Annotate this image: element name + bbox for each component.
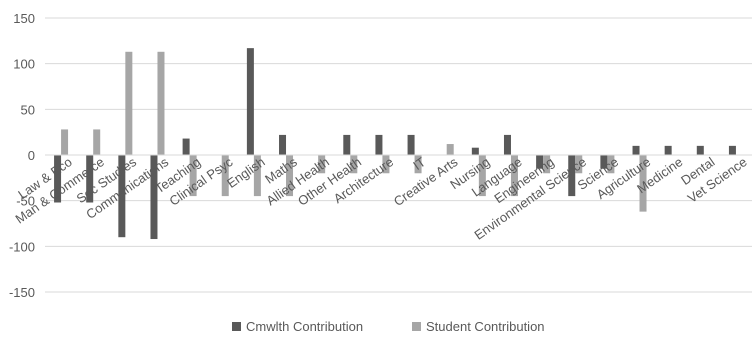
bar-cmwlth-contribution — [375, 134, 383, 155]
y-axis-tick-labels: -150 -100 -50 0 50 100 150 — [9, 11, 35, 300]
bar-cmwlth-contribution — [407, 134, 415, 155]
bar-student-contribution — [575, 155, 583, 174]
bar-student-contribution — [639, 155, 647, 212]
bar-student-contribution — [189, 155, 197, 197]
bar-cmwlth-contribution — [503, 134, 511, 155]
bar-student-contribution — [125, 51, 133, 155]
bar-student-contribution — [382, 155, 390, 174]
bar-cmwlth-contribution — [696, 145, 704, 155]
y-tick-label: 50 — [21, 102, 35, 117]
legend: Cmwlth Contribution Student Contribution — [232, 319, 545, 334]
bar-cmwlth-contribution — [600, 155, 608, 169]
bar-cmwlth-contribution — [279, 134, 287, 155]
bar-cmwlth-contribution — [471, 147, 479, 155]
y-tick-label: -50 — [16, 194, 35, 209]
bar-student-contribution — [543, 155, 551, 174]
bar-student-contribution — [510, 155, 518, 197]
bar-student-contribution — [221, 155, 229, 197]
bar-cmwlth-contribution — [150, 155, 158, 240]
legend-swatch — [232, 322, 241, 331]
bar-cmwlth-contribution — [568, 155, 576, 197]
bar-cmwlth-contribution — [632, 145, 640, 155]
bar-cmwlth-contribution — [118, 155, 126, 238]
bar-student-contribution — [414, 155, 422, 174]
bar-student-contribution — [253, 155, 261, 197]
bar-student-contribution — [286, 155, 294, 197]
y-tick-label: 0 — [28, 148, 35, 163]
bar-cmwlth-contribution — [182, 138, 190, 155]
bar-student-contribution — [607, 155, 615, 174]
y-tick-label: 100 — [13, 57, 35, 72]
bar-cmwlth-contribution — [536, 155, 544, 169]
bar-cmwlth-contribution — [728, 145, 736, 155]
category-label: IT — [410, 154, 428, 173]
bars — [54, 48, 736, 240]
bar-cmwlth-contribution — [664, 145, 672, 155]
legend-swatch — [412, 322, 421, 331]
bar-cmwlth-contribution — [86, 155, 94, 203]
legend-label: Cmwlth Contribution — [246, 319, 363, 334]
y-tick-label: 150 — [13, 11, 35, 26]
bar-student-contribution — [318, 155, 326, 174]
bar-student-contribution — [446, 144, 454, 155]
bar-student-contribution — [350, 155, 358, 174]
bar-cmwlth-contribution — [343, 134, 351, 155]
bar-student-contribution — [157, 51, 165, 155]
bar-cmwlth-contribution — [54, 155, 62, 203]
bar-student-contribution — [93, 129, 101, 155]
y-tick-label: -100 — [9, 239, 35, 254]
y-tick-label: -150 — [9, 285, 35, 300]
bar-student-contribution — [478, 155, 486, 197]
bar-cmwlth-contribution — [246, 48, 254, 155]
bar-student-contribution — [61, 129, 69, 155]
legend-label: Student Contribution — [426, 319, 545, 334]
